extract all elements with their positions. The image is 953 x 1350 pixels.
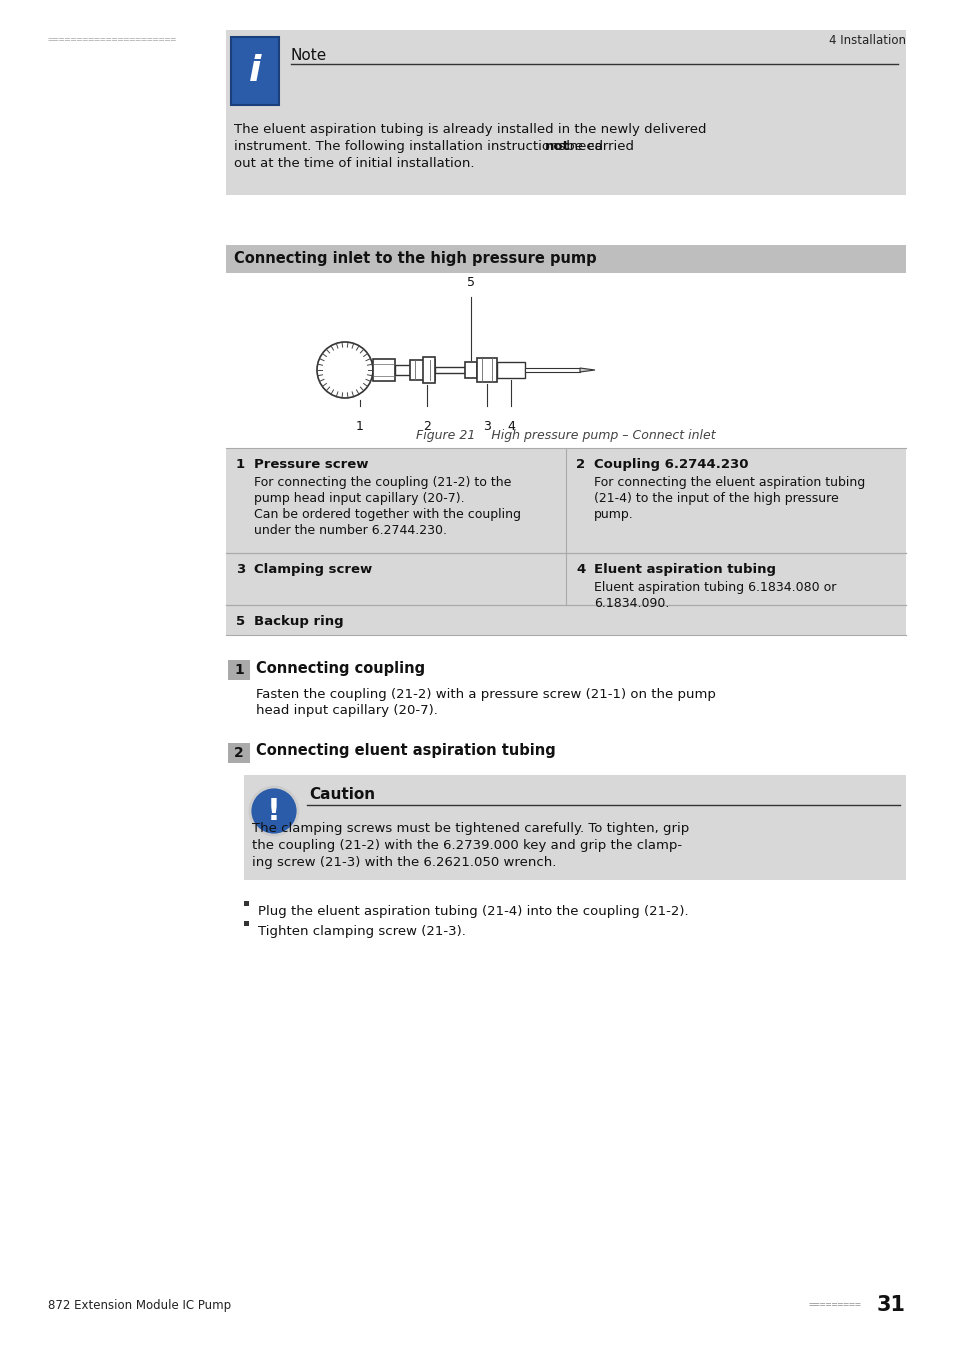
Text: !: ! (267, 796, 280, 825)
Text: Can be ordered together with the coupling: Can be ordered together with the couplin… (253, 508, 520, 521)
Text: the coupling (21-2) with the 6.2739.000 key and grip the clamp-: the coupling (21-2) with the 6.2739.000 … (252, 838, 681, 852)
Text: For connecting the coupling (21-2) to the: For connecting the coupling (21-2) to th… (253, 477, 511, 489)
Bar (226, 605, 905, 634)
Text: 4: 4 (507, 420, 515, 432)
Text: i: i (249, 54, 261, 88)
Text: Eluent aspiration tubing 6.1834.080 or: Eluent aspiration tubing 6.1834.080 or (594, 580, 836, 594)
Text: Plug the eluent aspiration tubing (21-4) into the coupling (21-2).: Plug the eluent aspiration tubing (21-4)… (257, 904, 688, 918)
Bar (497, 362, 524, 378)
Text: Backup ring: Backup ring (253, 616, 343, 628)
Text: 4: 4 (576, 563, 584, 576)
Text: head input capillary (20-7).: head input capillary (20-7). (255, 703, 437, 717)
Text: 2: 2 (422, 420, 431, 432)
Text: ======================: ====================== (48, 35, 177, 45)
Text: 5: 5 (467, 275, 475, 289)
Bar (226, 554, 905, 605)
Bar (435, 367, 464, 373)
Polygon shape (579, 369, 595, 373)
Text: Note: Note (291, 49, 327, 63)
Circle shape (250, 787, 297, 836)
Bar (231, 36, 278, 105)
Text: Coupling 6.2744.230: Coupling 6.2744.230 (594, 458, 748, 471)
Text: 3: 3 (482, 420, 491, 432)
Bar (226, 244, 905, 273)
Bar (395, 364, 410, 375)
Bar (244, 900, 249, 906)
Text: 31: 31 (876, 1295, 905, 1315)
Text: 2: 2 (233, 747, 244, 760)
Text: pump head input capillary (20-7).: pump head input capillary (20-7). (253, 491, 464, 505)
Text: 2: 2 (576, 458, 584, 471)
Text: Figure 21    High pressure pump – Connect inlet: Figure 21 High pressure pump – Connect i… (416, 429, 715, 441)
Text: Fasten the coupling (21-2) with a pressure screw (21-1) on the pump: Fasten the coupling (21-2) with a pressu… (255, 688, 715, 701)
Bar (244, 775, 905, 880)
Text: Tighten clamping screw (21-3).: Tighten clamping screw (21-3). (257, 925, 465, 938)
Bar (226, 273, 905, 448)
Bar (228, 743, 250, 763)
Text: Clamping screw: Clamping screw (253, 563, 372, 576)
Text: The eluent aspiration tubing is already installed in the newly delivered: The eluent aspiration tubing is already … (233, 123, 706, 136)
Text: 1: 1 (235, 458, 245, 471)
Bar (422, 356, 435, 383)
Text: be carried: be carried (561, 140, 633, 153)
Text: Caution: Caution (309, 787, 375, 802)
Text: ing screw (21-3) with the 6.2621.050 wrench.: ing screw (21-3) with the 6.2621.050 wre… (252, 856, 556, 869)
Bar (226, 448, 905, 554)
Text: For connecting the eluent aspiration tubing: For connecting the eluent aspiration tub… (594, 477, 864, 489)
Bar (476, 358, 497, 382)
Bar (410, 360, 435, 379)
Text: =========: ========= (807, 1300, 861, 1310)
Text: Connecting inlet to the high pressure pump: Connecting inlet to the high pressure pu… (233, 251, 596, 266)
Text: under the number 6.2744.230.: under the number 6.2744.230. (253, 524, 447, 537)
Text: Connecting eluent aspiration tubing: Connecting eluent aspiration tubing (255, 744, 556, 759)
Bar (228, 660, 250, 680)
Text: 1: 1 (233, 663, 244, 676)
Text: The clamping screws must be tightened carefully. To tighten, grip: The clamping screws must be tightened ca… (252, 822, 688, 836)
Text: (21-4) to the input of the high pressure: (21-4) to the input of the high pressure (594, 491, 838, 505)
Text: Pressure screw: Pressure screw (253, 458, 368, 471)
Bar (226, 30, 905, 194)
Text: pump.: pump. (594, 508, 633, 521)
Text: Connecting coupling: Connecting coupling (255, 660, 425, 675)
Text: 4 Installation: 4 Installation (828, 34, 905, 46)
Bar (373, 359, 395, 381)
Text: 872 Extension Module IC Pump: 872 Extension Module IC Pump (48, 1299, 231, 1311)
Bar (524, 369, 579, 373)
Text: 1: 1 (355, 420, 363, 432)
Bar (244, 921, 249, 926)
Text: 6.1834.090.: 6.1834.090. (594, 597, 669, 610)
Text: Eluent aspiration tubing: Eluent aspiration tubing (594, 563, 775, 576)
Text: out at the time of initial installation.: out at the time of initial installation. (233, 157, 474, 170)
Text: 3: 3 (235, 563, 245, 576)
Text: instrument. The following installation instructions need: instrument. The following installation i… (233, 140, 607, 153)
Bar (464, 362, 476, 378)
Text: not: not (544, 140, 569, 153)
Text: 5: 5 (235, 616, 245, 628)
